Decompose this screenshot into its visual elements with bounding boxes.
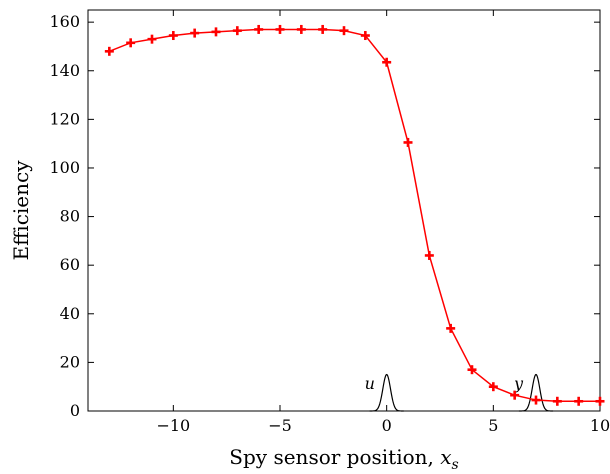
y-tick-label: 60 [60, 255, 80, 274]
x-axis-label-subscript: s [452, 457, 459, 473]
data-point [296, 24, 306, 34]
x-tick-label: −10 [156, 416, 190, 435]
data-point [446, 323, 456, 333]
x-axis-label-text: Spy sensor position, [229, 445, 440, 469]
data-point [595, 396, 605, 406]
data-point [424, 250, 434, 260]
pulse-label-y: y [513, 374, 524, 393]
data-point [360, 31, 370, 41]
y-tick-label: 160 [49, 12, 80, 31]
series-line [109, 28, 600, 403]
data-point [467, 365, 477, 375]
x-tick-label: 10 [590, 416, 610, 435]
data-point [104, 46, 114, 56]
y-tick-label: 140 [49, 61, 80, 80]
data-point [574, 396, 584, 406]
data-point [488, 382, 498, 392]
pulse-curve-y [518, 373, 554, 412]
data-point [552, 396, 562, 406]
efficiency-series [104, 24, 605, 406]
y-tick-label: 120 [49, 109, 80, 128]
pulse-curve-u [369, 373, 404, 412]
y-tick-label: 100 [49, 158, 80, 177]
x-axis-label: Spy sensor position, xs [229, 445, 458, 473]
data-point [232, 26, 242, 36]
y-tick-label: 20 [60, 352, 80, 371]
data-point [403, 137, 413, 147]
y-tick-label: 0 [70, 401, 80, 420]
data-point [211, 27, 221, 37]
x-tick-label: −5 [268, 416, 292, 435]
plot-area-frame [87, 9, 601, 412]
y-tick-label: 40 [60, 304, 80, 323]
data-point [275, 24, 285, 34]
data-point [254, 24, 264, 34]
data-point [147, 34, 157, 44]
x-tick-label: 5 [488, 416, 498, 435]
x-tick-label: 0 [382, 416, 392, 435]
data-point [510, 390, 520, 400]
y-axis-label: Efficiency [9, 160, 33, 261]
data-point [168, 31, 178, 41]
data-point [318, 24, 328, 34]
pulse-label-u: u [365, 374, 375, 393]
data-point [190, 28, 200, 38]
data-point [531, 395, 541, 405]
x-axis-label-variable: x [440, 445, 451, 469]
data-point [126, 38, 136, 48]
y-tick-label: 80 [60, 207, 80, 226]
data-point [382, 57, 392, 67]
data-point [339, 26, 349, 36]
